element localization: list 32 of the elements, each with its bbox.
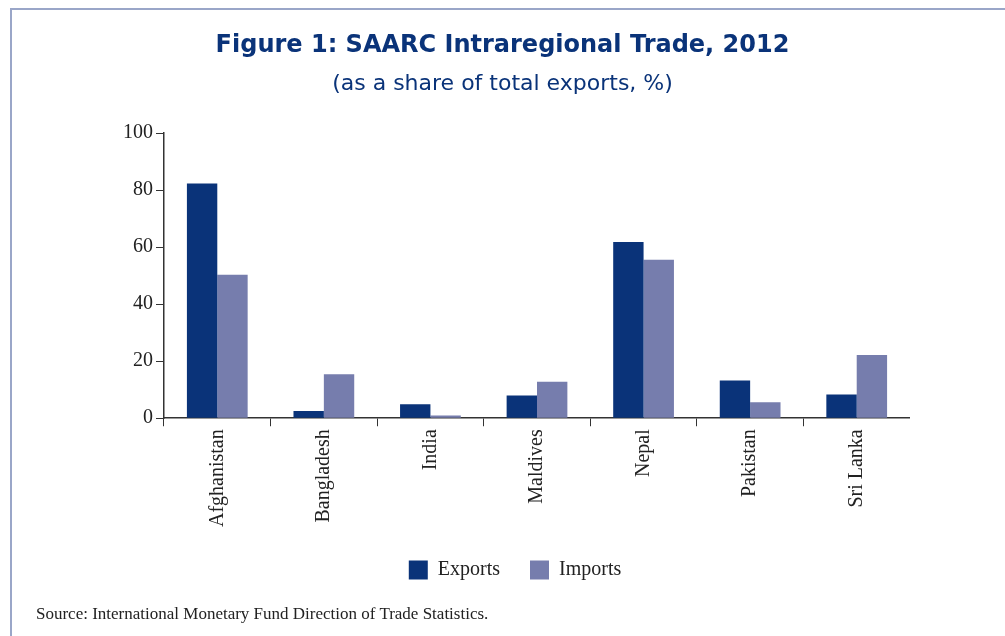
bar <box>613 241 644 418</box>
x-tick-label: Sri Lanka <box>843 429 866 508</box>
y-tick-label: 60 <box>133 234 153 257</box>
chart-subtitle: (as a share of total exports, %) <box>331 70 674 95</box>
chart-title: Figure 1: SAARC Intraregional Trade, 2012 <box>214 30 791 58</box>
bar <box>293 411 324 418</box>
bar <box>643 259 674 418</box>
bar <box>323 374 355 418</box>
y-tick-label: 20 <box>133 348 153 371</box>
y-tick-label: 100 <box>123 120 153 143</box>
x-tick-label: Nepal <box>630 428 654 478</box>
bar <box>537 381 568 418</box>
bar <box>826 394 857 418</box>
bar <box>506 395 537 418</box>
x-tick-label: Maldives <box>524 429 547 504</box>
bar <box>217 274 248 418</box>
legend-label: Imports <box>559 557 622 581</box>
bar <box>750 402 781 418</box>
y-tick-label: 80 <box>133 177 153 200</box>
y-tick-label: 40 <box>133 291 153 314</box>
x-tick-label: Afghanistan <box>204 429 228 528</box>
bar <box>186 183 218 418</box>
x-tick-label: Bangladesh <box>311 429 335 523</box>
source-note: Source: International Monetary Fund Direction of Trade Statistics. <box>36 604 489 624</box>
legend-label: Exports <box>437 557 501 581</box>
y-tick-label: 0 <box>143 405 153 428</box>
x-tick-label: India <box>417 429 440 471</box>
bar <box>400 404 431 418</box>
bar <box>856 354 888 418</box>
bar <box>430 415 461 418</box>
x-tick-label: Pakistan <box>737 429 760 498</box>
bar <box>719 380 751 418</box>
